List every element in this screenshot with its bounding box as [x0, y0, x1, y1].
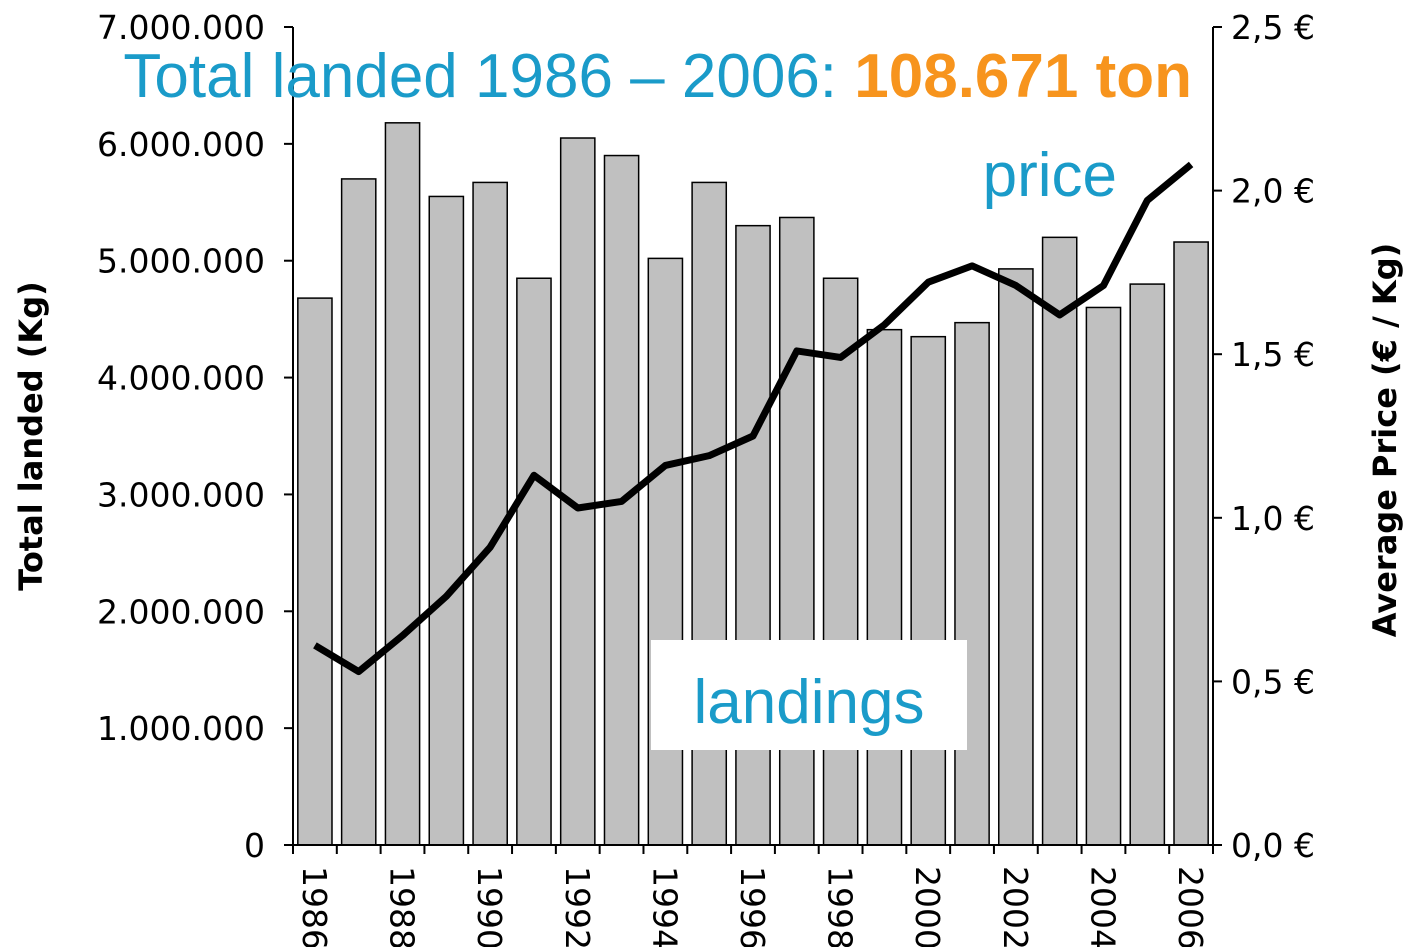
y-tick-label: 1.000.000	[97, 709, 265, 748]
x-tick-label: 1992	[558, 866, 597, 947]
y-tick-label: 6.000.000	[97, 125, 265, 164]
bar	[866, 328, 903, 846]
chart-title: Total landed 1986 – 2006: 108.671 ton	[123, 42, 1192, 111]
y-axis-label: Total landed (Kg)	[12, 281, 50, 591]
y2-tick-label: 0,0 €	[1231, 826, 1315, 865]
y2-tick-label: 1,5 €	[1231, 335, 1315, 374]
bar	[472, 181, 508, 846]
y-tick-label: 2.000.000	[97, 592, 265, 631]
x-tick-label: 2004	[1083, 866, 1122, 947]
y2-axis-label: Average Price (€ / Kg)	[1366, 243, 1404, 638]
y-tick-label: 5.000.000	[97, 242, 265, 281]
bar	[778, 216, 815, 846]
bar	[1085, 306, 1122, 846]
x-tick-label: 1996	[733, 866, 772, 947]
y2-tick-label: 2,0 €	[1231, 172, 1315, 211]
bar	[340, 178, 377, 846]
bar	[1173, 241, 1209, 846]
bar	[954, 321, 990, 846]
x-tick-label: 1990	[470, 866, 509, 947]
y2-tick-label: 1,0 €	[1231, 499, 1315, 538]
bar	[297, 297, 333, 846]
bar	[516, 277, 552, 846]
y-tick-label: 4.000.000	[97, 359, 265, 398]
price-annotation: price	[983, 141, 1117, 210]
x-tick-label: 1988	[383, 866, 422, 947]
bar	[384, 122, 421, 846]
y2-tick-label: 2,5 €	[1231, 8, 1315, 47]
bar	[822, 277, 859, 846]
y-tick-label: 0	[244, 826, 265, 865]
bar	[735, 224, 771, 846]
x-tick-label: 2000	[908, 866, 947, 947]
landings-box	[651, 640, 967, 750]
x-tick-label: 2006	[1171, 866, 1210, 947]
x-tick-label: 1994	[645, 866, 684, 947]
y-tick-label: 3.000.000	[97, 475, 265, 514]
title-highlight: 108.671 ton	[854, 42, 1192, 111]
price-line	[313, 161, 1194, 676]
x-tick-label: 2002	[996, 866, 1035, 947]
bar	[559, 137, 596, 846]
bar	[428, 195, 465, 846]
bar	[1129, 283, 1166, 846]
bar	[647, 257, 684, 846]
bar	[910, 335, 947, 846]
x-tick-label: 1986	[295, 866, 334, 947]
landings-annotation: landings	[694, 668, 925, 737]
x-tick-label: 1998	[821, 866, 860, 947]
bar	[998, 268, 1034, 846]
y2-tick-label: 0,5 €	[1231, 662, 1315, 701]
y-tick-label: 7.000.000	[97, 8, 265, 47]
title-text: Total landed 1986 – 2006:	[123, 42, 854, 111]
bar	[1041, 236, 1078, 846]
